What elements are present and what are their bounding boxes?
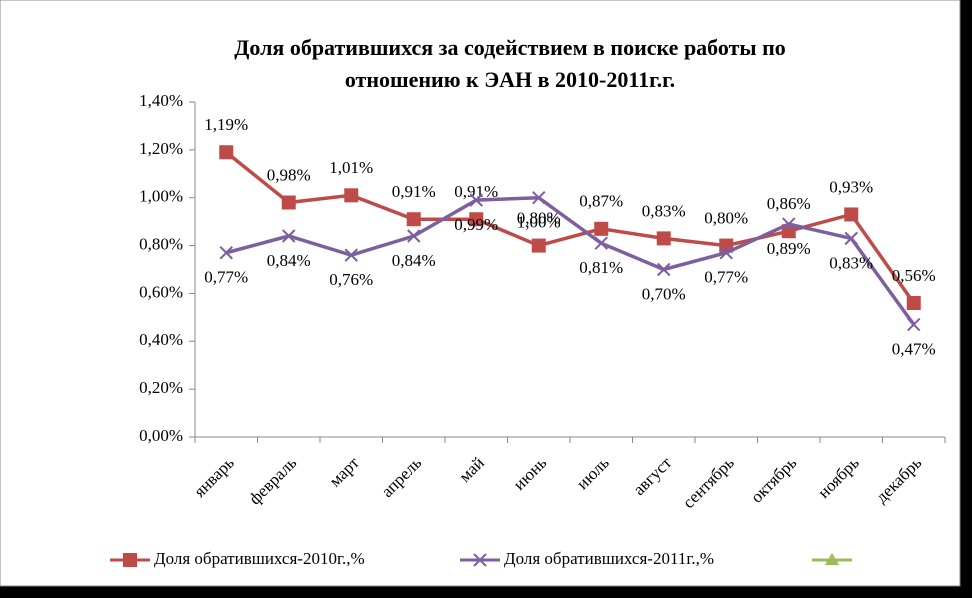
y-tick-label: 0,20% [139, 378, 183, 397]
data-label: 0,84% [392, 251, 436, 270]
data-label: 0,99% [454, 215, 498, 234]
point-marker [656, 231, 671, 246]
y-tick-label: 0,40% [139, 330, 183, 349]
data-label: 0,80% [517, 208, 561, 227]
point-marker [531, 238, 546, 253]
point-marker [719, 246, 733, 260]
data-label: 0,83% [829, 253, 873, 272]
legend-label: Доля обратившихся-2011г.,% [504, 549, 714, 568]
legend-marker [123, 553, 137, 567]
data-label: 1,01% [329, 158, 373, 177]
point-marker [407, 229, 421, 243]
data-label: 0,83% [642, 201, 686, 220]
series-line [225, 150, 916, 305]
legend-label: Доля обратившихся-2010г.,% [154, 549, 365, 568]
data-label: 0,81% [579, 258, 623, 277]
chart-title: отношению к ЭАН в 2010-2011г.г. [345, 67, 675, 92]
data-label: 0,47% [892, 339, 936, 358]
y-tick-label: 1,40% [139, 91, 183, 110]
point-marker [469, 212, 484, 227]
data-label: 0,84% [267, 251, 311, 270]
point-marker [281, 195, 296, 210]
point-marker [282, 229, 296, 243]
point-marker [844, 207, 859, 222]
legend-extra [812, 553, 852, 565]
point-marker [906, 296, 921, 310]
data-label: 0,76% [329, 270, 373, 289]
point-marker [594, 236, 608, 250]
data-label: 1,00% [517, 213, 561, 232]
point-marker [532, 191, 546, 205]
y-tick-label: 1,00% [139, 187, 183, 206]
point-marker [219, 145, 234, 160]
data-label: 0,89% [767, 239, 811, 258]
point-marker [844, 231, 858, 246]
point-marker [344, 188, 359, 203]
point-marker [469, 193, 483, 207]
point-marker [907, 317, 921, 332]
data-label: 1,19% [204, 115, 248, 134]
y-tick-label: 0,80% [139, 234, 183, 253]
data-label: 0,56% [892, 266, 936, 285]
series-line [225, 195, 916, 326]
point-marker [344, 248, 358, 262]
point-marker [594, 221, 609, 236]
chart-title: Доля обратившихся за содействием в поиск… [234, 35, 786, 60]
data-label: 0,91% [392, 182, 436, 201]
data-label: 0,91% [454, 182, 498, 201]
y-tick-label: 0,00% [139, 426, 183, 445]
point-marker [657, 262, 671, 277]
y-tick-label: 0,60% [139, 282, 183, 301]
point-marker [782, 217, 796, 231]
point-marker [219, 246, 233, 260]
data-label: 0,80% [704, 208, 748, 227]
legend-marker [473, 553, 487, 567]
chart-area [0, 0, 961, 587]
data-label: 0,77% [704, 268, 748, 287]
y-tick-label: 1,20% [139, 139, 183, 158]
data-label: 0,70% [642, 284, 686, 303]
data-label: 0,93% [829, 177, 873, 196]
data-label: 0,86% [767, 194, 811, 213]
data-label: 0,98% [267, 165, 311, 184]
data-label: 0,77% [204, 268, 248, 287]
data-label: 0,87% [579, 192, 623, 211]
point-marker [406, 212, 421, 227]
legend-marker [825, 553, 839, 565]
